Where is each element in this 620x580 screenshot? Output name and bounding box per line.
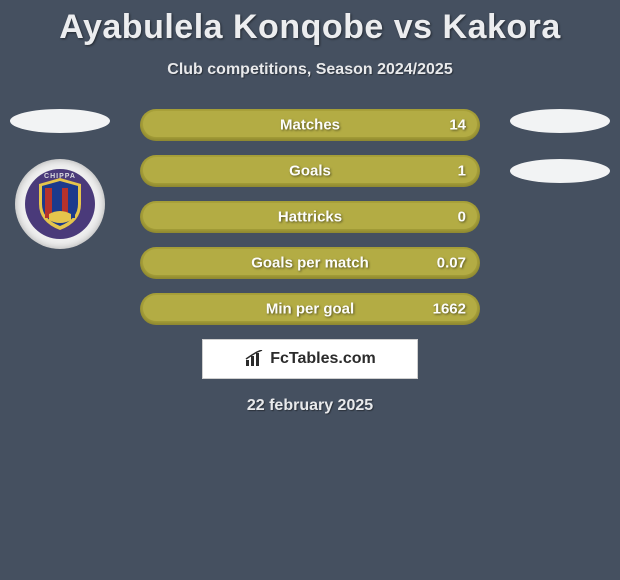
- stat-label: Hattricks: [278, 209, 342, 226]
- brand-box[interactable]: FcTables.com: [202, 339, 418, 379]
- barchart-icon: [244, 350, 266, 368]
- team-badge: CHIPPA: [15, 159, 105, 249]
- stat-value: 14: [449, 117, 466, 134]
- stat-value: 1: [458, 163, 466, 180]
- right-column: [510, 109, 610, 209]
- stat-label: Goals per match: [251, 255, 369, 272]
- stat-row-gpm: Goals per match 0.07: [140, 247, 480, 279]
- page-subtitle: Club competitions, Season 2024/2025: [0, 61, 620, 79]
- stat-value: 0: [458, 209, 466, 226]
- stat-label: Matches: [280, 117, 340, 134]
- team-badge-inner: CHIPPA: [25, 169, 95, 239]
- stat-label: Min per goal: [266, 301, 354, 318]
- stat-row-hattricks: Hattricks 0: [140, 201, 480, 233]
- date-label: 22 february 2025: [0, 397, 620, 415]
- page-title: Ayabulela Konqobe vs Kakora: [0, 8, 620, 47]
- stat-row-goals: Goals 1: [140, 155, 480, 187]
- left-column: CHIPPA: [10, 109, 110, 249]
- stat-label: Goals: [289, 163, 331, 180]
- shield-icon: [35, 176, 85, 232]
- stat-row-mpg: Min per goal 1662: [140, 293, 480, 325]
- stat-value: 1662: [433, 301, 466, 318]
- team-slot-ellipse: [10, 109, 110, 133]
- stats-area: CHIPPA: [0, 109, 620, 325]
- brand-text: FcTables.com: [270, 350, 376, 368]
- page-root: Ayabulela Konqobe vs Kakora Club competi…: [0, 0, 620, 415]
- stat-row-matches: Matches 14: [140, 109, 480, 141]
- team-slot-ellipse: [510, 109, 610, 133]
- team-slot-ellipse: [510, 159, 610, 183]
- stat-value: 0.07: [437, 255, 466, 272]
- stat-rows: Matches 14 Goals 1 Hattricks 0 Goals per…: [140, 109, 480, 325]
